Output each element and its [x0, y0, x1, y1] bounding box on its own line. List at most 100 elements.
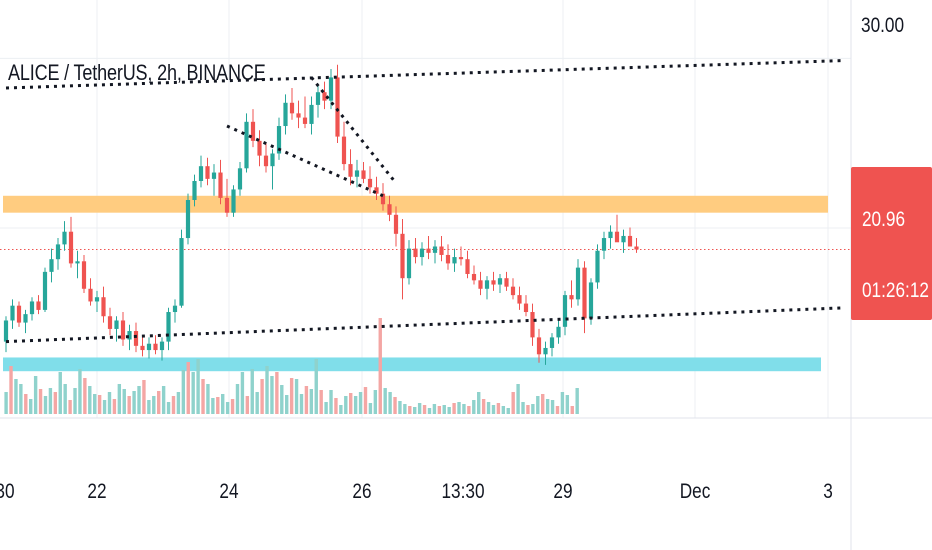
candle [198, 155, 204, 188]
volume-bar [565, 395, 570, 414]
volume-bar [334, 398, 338, 414]
candle-body [536, 337, 542, 355]
candle-body [166, 312, 171, 342]
volume-bar [398, 401, 402, 414]
candle-body [543, 347, 548, 355]
volume-bar [393, 397, 397, 414]
candle [23, 309, 28, 334]
volume-bar [191, 372, 195, 414]
candle-body [348, 164, 353, 177]
candle-body [627, 235, 633, 247]
candle [426, 235, 431, 260]
candle [484, 276, 490, 300]
time-axis-label: Dec [680, 481, 711, 504]
volume-bar [467, 406, 471, 414]
volume-bar [78, 369, 82, 414]
candle [582, 261, 587, 334]
volume-bar [221, 394, 225, 414]
volume-bar [88, 386, 92, 414]
volume-bar [521, 402, 525, 414]
volume-bar [309, 389, 314, 414]
candle-body [101, 297, 106, 317]
volume-bar [216, 397, 220, 414]
candle [465, 250, 470, 279]
candle [159, 337, 165, 361]
candle [302, 96, 308, 129]
zones-layer [3, 195, 828, 372]
volume-bar [363, 387, 368, 414]
candle [393, 206, 399, 247]
candle-body [419, 248, 425, 258]
volume-bar [536, 396, 540, 414]
volume-bar [63, 384, 67, 414]
volume-bar [329, 390, 333, 414]
candle [354, 159, 360, 188]
candle-body [400, 233, 405, 279]
volume-bar [53, 392, 58, 414]
volume-bar [255, 392, 259, 414]
volume-bar [388, 392, 392, 414]
volume-bar [506, 408, 510, 414]
candle [3, 316, 9, 353]
candle [621, 229, 626, 253]
volume-bar [486, 402, 491, 414]
candle [192, 174, 197, 207]
candle [614, 214, 620, 243]
candle [224, 178, 230, 217]
volume-bar [501, 406, 506, 414]
candle-body [614, 231, 620, 243]
candle-body [127, 331, 132, 340]
candle-body [309, 104, 314, 124]
candle [10, 299, 15, 329]
volume-bar [14, 379, 18, 414]
candle-body [88, 288, 93, 302]
candle [322, 81, 327, 110]
volume-bar [511, 392, 515, 414]
candle-body [179, 238, 184, 306]
candle [263, 142, 269, 173]
volume-bar [422, 405, 427, 414]
volume-bar [225, 402, 230, 414]
candle [341, 121, 347, 171]
candle [491, 271, 496, 291]
volume-bar [245, 396, 250, 414]
volume-bar [127, 396, 131, 414]
volume-bar [531, 404, 535, 414]
volume-bar [575, 388, 579, 414]
candle [146, 337, 152, 359]
volume-bar [102, 400, 107, 414]
candle-body [49, 259, 54, 272]
volume-bar [560, 392, 565, 414]
candle-body [523, 303, 529, 313]
candle-body [276, 126, 282, 154]
candle-body [62, 231, 67, 245]
candle-body [413, 248, 418, 258]
candle-body [302, 117, 308, 124]
volume-bar [107, 392, 112, 414]
candle [276, 117, 282, 160]
candle [120, 312, 126, 346]
candle-body [120, 320, 126, 340]
volume-bar [201, 379, 205, 414]
time-axis-label: 22 [87, 481, 106, 504]
candle-body [471, 273, 477, 281]
candle [517, 286, 522, 310]
current-price-badge[interactable] [851, 167, 932, 320]
volume-bar [250, 369, 254, 414]
candle [562, 290, 568, 336]
candle [634, 238, 639, 253]
volume-bar [176, 392, 181, 414]
candle-body [94, 297, 100, 302]
volume-bar [285, 395, 289, 414]
candle [348, 149, 353, 186]
volume-bar [289, 378, 294, 414]
candle [471, 265, 477, 285]
volume-bar [112, 399, 117, 414]
volume-bar [413, 407, 417, 414]
candle-body [354, 170, 360, 177]
candlestick-series [3, 64, 639, 365]
volume-bar [408, 406, 412, 414]
volume-bar [43, 396, 48, 414]
